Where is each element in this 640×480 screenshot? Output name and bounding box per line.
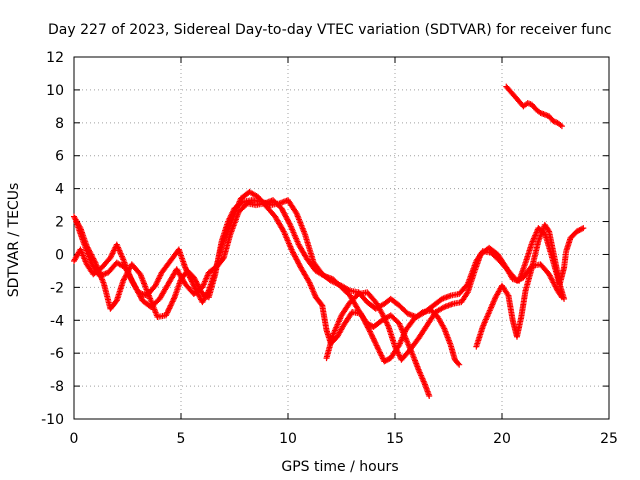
data-point-marker — [186, 274, 193, 281]
y-tick-label: 2 — [55, 215, 64, 231]
y-axis-label: SDTVAR / TECUs — [6, 183, 22, 298]
data-point-marker — [318, 301, 325, 308]
x-tick-label: 0 — [70, 431, 79, 447]
data-point-marker — [456, 361, 463, 368]
data-point-marker — [366, 327, 373, 334]
data-point-marker — [170, 297, 177, 304]
data-point-marker — [558, 123, 565, 130]
data-point-marker — [167, 302, 174, 309]
data-point-marker — [367, 329, 374, 336]
data-point-marker — [368, 331, 375, 338]
y-tick-label: 0 — [55, 247, 64, 263]
data-point-marker — [374, 343, 381, 350]
data-point-marker — [182, 266, 189, 273]
plot-frame — [73, 56, 610, 420]
y-tick-label: -2 — [50, 280, 64, 296]
data-point-marker — [184, 270, 191, 277]
data-point-marker — [169, 298, 176, 305]
data-point-marker — [164, 308, 171, 315]
data-point-marker — [190, 281, 197, 288]
data-point-marker — [371, 338, 378, 345]
series-track-2 — [71, 188, 463, 368]
data-point-marker — [186, 272, 193, 279]
data-point-marker — [164, 309, 171, 316]
data-point-marker — [183, 267, 190, 274]
y-tick-label: 10 — [46, 83, 64, 99]
x-tick-label: 15 — [386, 431, 404, 447]
y-tick-label: 4 — [55, 182, 64, 198]
data-point-marker — [366, 328, 373, 335]
data-point-marker — [369, 334, 376, 341]
data-point-marker — [189, 279, 196, 286]
data-point-marker — [163, 310, 170, 317]
data-point-marker — [166, 303, 173, 310]
data-point-marker — [579, 225, 586, 232]
data-point-marker — [168, 299, 175, 306]
y-tick-label: 8 — [55, 116, 64, 132]
data-point-marker — [184, 268, 191, 275]
data-point-marker — [372, 339, 379, 346]
data-point-marker — [185, 271, 192, 278]
y-tick-label: -6 — [50, 346, 64, 362]
data-point-marker — [455, 360, 462, 367]
data-point-marker — [166, 305, 173, 312]
y-tick-label: -8 — [50, 379, 64, 395]
x-tick-label: 20 — [493, 431, 511, 447]
data-point-marker — [368, 332, 375, 339]
chart-title: Day 227 of 2023, Sidereal Day-to-day VTE… — [48, 22, 612, 38]
data-point-marker — [372, 341, 379, 348]
x-tick-label: 5 — [177, 431, 186, 447]
x-tick-label: 25 — [600, 431, 618, 447]
data-point-marker — [561, 295, 568, 302]
data-point-marker — [188, 277, 195, 284]
x-axis-label: GPS time / hours — [281, 459, 398, 475]
data-point-marker — [373, 342, 380, 349]
data-point-marker — [187, 275, 194, 282]
data-point-marker — [418, 309, 425, 316]
data-point-marker — [165, 306, 172, 313]
y-tick-label: -4 — [50, 313, 64, 329]
axis-ticks: 0 5 10 15 20 25 -10 -8 -6 -4 -2 0 2 4 6 8 10 12 — [41, 50, 618, 447]
data-point-marker — [286, 220, 293, 227]
data-point-marker — [168, 301, 175, 308]
data-point-marker — [170, 295, 177, 302]
y-tick-label: 6 — [55, 149, 64, 165]
y-tick-label: -10 — [41, 412, 64, 428]
data-point-marker — [370, 336, 377, 343]
data-point-marker — [182, 264, 189, 271]
series-track-6 — [503, 83, 565, 130]
series-track-5 — [473, 221, 587, 350]
data-point-marker — [188, 278, 195, 285]
x-tick-label: 10 — [279, 431, 297, 447]
y-tick-label: 12 — [46, 50, 64, 66]
data-point-marker — [370, 335, 377, 342]
data-point-marker — [219, 255, 226, 262]
data-point-marker — [163, 312, 170, 319]
data-point-marker — [545, 227, 552, 234]
data-point-marker — [426, 392, 433, 399]
data-point-marker — [580, 225, 587, 232]
data-points — [71, 83, 587, 399]
